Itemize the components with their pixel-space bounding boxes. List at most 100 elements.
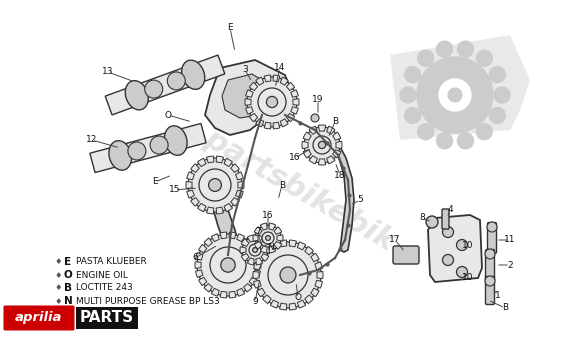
Wedge shape — [263, 246, 271, 255]
Text: 16: 16 — [289, 153, 301, 163]
Wedge shape — [256, 258, 263, 265]
Wedge shape — [245, 99, 251, 105]
Wedge shape — [220, 291, 227, 298]
Wedge shape — [264, 247, 270, 253]
Text: 14: 14 — [274, 63, 286, 72]
Wedge shape — [305, 246, 314, 255]
Circle shape — [485, 249, 495, 259]
FancyBboxPatch shape — [393, 246, 419, 264]
Text: 12: 12 — [86, 135, 97, 144]
Wedge shape — [264, 122, 271, 129]
Wedge shape — [229, 291, 236, 298]
Circle shape — [417, 57, 493, 133]
Wedge shape — [196, 270, 203, 277]
Wedge shape — [211, 234, 219, 242]
Circle shape — [426, 216, 438, 228]
Wedge shape — [317, 271, 323, 278]
Text: 4: 4 — [447, 206, 453, 214]
Circle shape — [442, 254, 454, 266]
Text: ENGINE OIL: ENGINE OIL — [76, 270, 128, 279]
Wedge shape — [211, 288, 219, 296]
Wedge shape — [309, 156, 317, 164]
Wedge shape — [257, 288, 265, 297]
Circle shape — [268, 255, 308, 295]
Wedge shape — [263, 295, 271, 303]
Circle shape — [266, 236, 270, 240]
Circle shape — [311, 114, 319, 122]
Text: 6: 6 — [192, 253, 198, 262]
Text: 3: 3 — [242, 65, 248, 74]
Circle shape — [490, 108, 506, 124]
Wedge shape — [291, 107, 298, 114]
Wedge shape — [260, 223, 267, 230]
Circle shape — [145, 80, 162, 98]
Text: 15: 15 — [169, 185, 181, 195]
Wedge shape — [254, 227, 262, 235]
Wedge shape — [333, 132, 341, 140]
Circle shape — [494, 87, 510, 103]
Wedge shape — [243, 284, 252, 292]
Text: N: N — [64, 296, 72, 306]
Wedge shape — [253, 235, 259, 241]
Text: B: B — [64, 283, 72, 293]
FancyBboxPatch shape — [76, 307, 138, 329]
Wedge shape — [280, 240, 287, 247]
Wedge shape — [315, 262, 323, 270]
Wedge shape — [229, 232, 236, 239]
Wedge shape — [235, 172, 243, 180]
Polygon shape — [334, 143, 354, 252]
Circle shape — [266, 96, 278, 108]
Circle shape — [313, 136, 331, 154]
Polygon shape — [390, 35, 530, 140]
Wedge shape — [186, 181, 192, 189]
Text: ♦: ♦ — [54, 296, 62, 306]
Wedge shape — [247, 235, 254, 242]
Wedge shape — [270, 242, 279, 250]
Wedge shape — [224, 203, 233, 212]
Wedge shape — [274, 227, 282, 235]
Wedge shape — [249, 245, 258, 253]
Wedge shape — [260, 246, 267, 253]
Wedge shape — [270, 300, 279, 308]
Text: 1: 1 — [495, 291, 501, 300]
Wedge shape — [315, 280, 323, 288]
Circle shape — [199, 169, 231, 201]
Circle shape — [262, 232, 274, 244]
FancyBboxPatch shape — [486, 277, 495, 304]
Text: PASTA KLUEBER: PASTA KLUEBER — [76, 258, 146, 267]
Text: O: O — [64, 270, 72, 280]
Text: 16: 16 — [262, 211, 274, 220]
Wedge shape — [269, 246, 276, 253]
Wedge shape — [319, 159, 325, 165]
Text: 10: 10 — [462, 240, 474, 250]
Wedge shape — [261, 239, 269, 246]
Wedge shape — [243, 238, 252, 246]
Circle shape — [477, 124, 492, 140]
Circle shape — [458, 41, 474, 57]
Text: LOCTITE 243: LOCTITE 243 — [76, 284, 133, 293]
Wedge shape — [246, 107, 253, 114]
Wedge shape — [216, 156, 223, 163]
Wedge shape — [235, 190, 243, 198]
Wedge shape — [280, 303, 287, 310]
Circle shape — [258, 88, 286, 116]
Wedge shape — [191, 198, 200, 206]
Wedge shape — [333, 150, 341, 158]
Text: O: O — [165, 111, 172, 119]
Wedge shape — [261, 254, 269, 261]
Circle shape — [255, 242, 321, 308]
Circle shape — [280, 267, 296, 283]
Wedge shape — [220, 232, 227, 239]
Wedge shape — [256, 77, 264, 85]
Wedge shape — [280, 77, 288, 85]
Wedge shape — [204, 238, 213, 246]
Wedge shape — [291, 90, 298, 97]
Polygon shape — [212, 200, 242, 270]
Wedge shape — [224, 158, 233, 167]
Wedge shape — [319, 125, 325, 131]
Text: 19: 19 — [312, 95, 324, 104]
Circle shape — [242, 237, 268, 263]
Text: 18: 18 — [334, 171, 346, 180]
FancyBboxPatch shape — [486, 250, 495, 280]
Text: N: N — [267, 244, 274, 253]
